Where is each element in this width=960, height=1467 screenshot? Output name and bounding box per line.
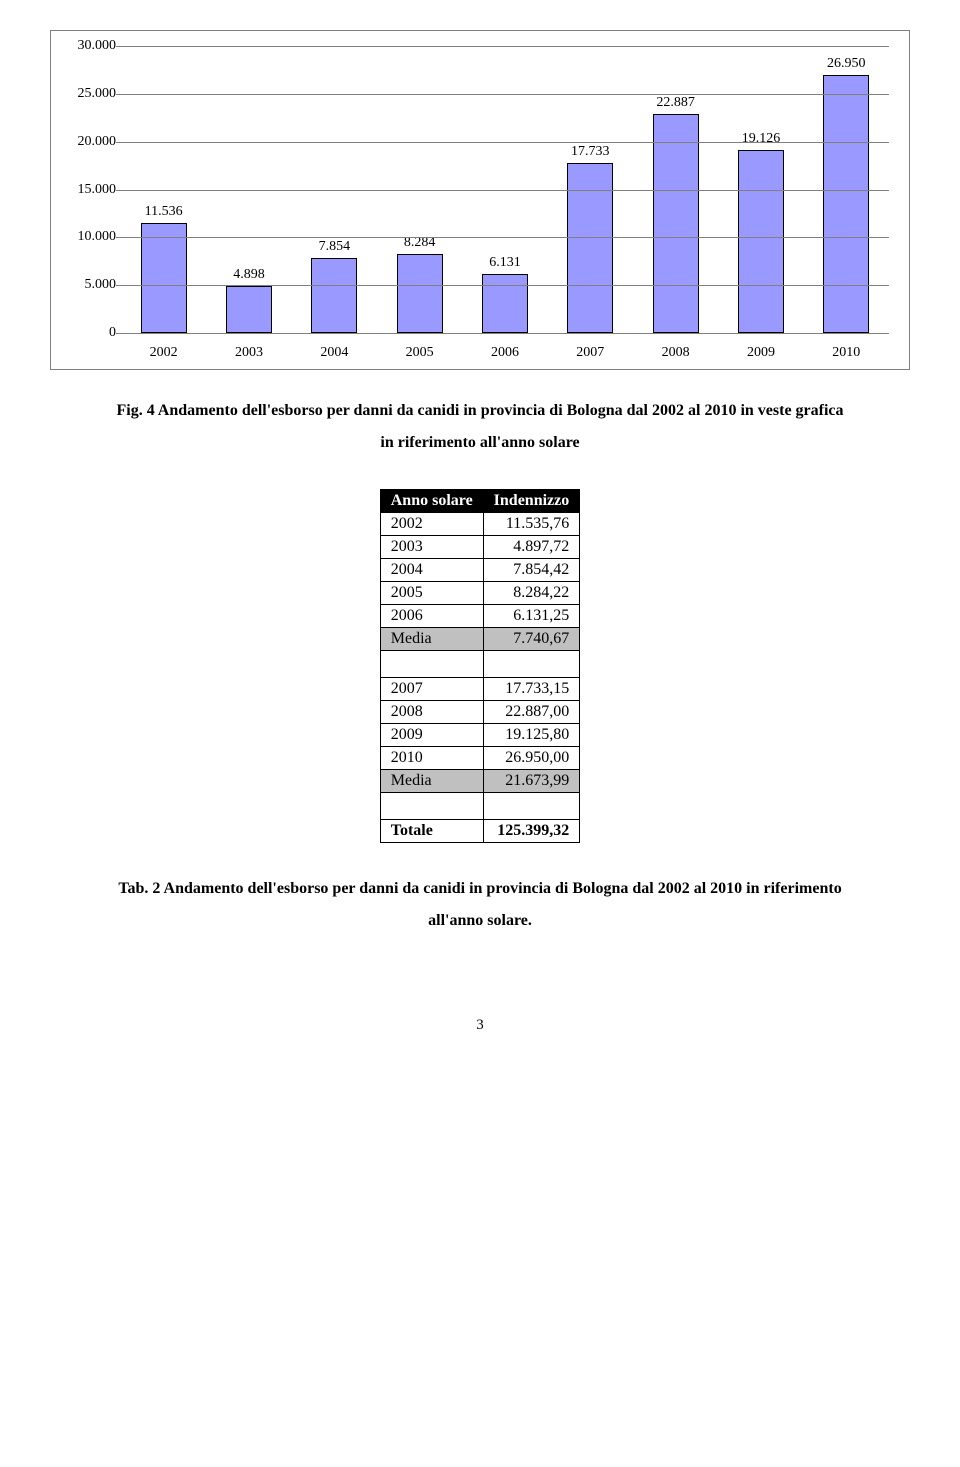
- cell-value: 17.733,15: [483, 678, 580, 701]
- cell-value: 6.131,25: [483, 605, 580, 628]
- table-row: 201026.950,00: [380, 747, 580, 770]
- table-row: 20047.854,42: [380, 559, 580, 582]
- cell-value: 4.897,72: [483, 536, 580, 559]
- table-row: Media7.740,67: [380, 628, 580, 651]
- table-header-indennizzo: Indennizzo: [483, 490, 580, 513]
- x-tick-label: 2005: [377, 345, 462, 361]
- cell-key: Media: [380, 628, 483, 651]
- cell-value: 21.673,99: [483, 770, 580, 793]
- bar-value-label: 17.733: [571, 144, 610, 160]
- table-body: 200211.535,7620034.897,7220047.854,42200…: [380, 513, 580, 843]
- cell-key: Media: [380, 770, 483, 793]
- table-header-anno: Anno solare: [380, 490, 483, 513]
- plot-area: 11.5364.8987.8548.2846.13117.73322.88719…: [121, 46, 889, 334]
- bar-value-label: 7.854: [319, 239, 351, 255]
- bar-value-label: 6.131: [489, 255, 521, 271]
- table-row: Media21.673,99: [380, 770, 580, 793]
- bar-value-label: 22.887: [656, 95, 695, 111]
- x-tick-label: 2008: [633, 345, 718, 361]
- y-tick-label: 10.000: [66, 229, 116, 245]
- page-number: 3: [50, 1017, 910, 1034]
- cell-key: 2004: [380, 559, 483, 582]
- table-row: Totale125.399,32: [380, 820, 580, 843]
- cell-key: 2008: [380, 701, 483, 724]
- figure-caption: Fig. 4 Andamento dell'esborso per danni …: [110, 395, 850, 459]
- bar-value-label: 26.950: [827, 56, 866, 72]
- bar-value-label: 19.126: [742, 131, 781, 147]
- table-row: 20058.284,22: [380, 582, 580, 605]
- cell-value: 7.740,67: [483, 628, 580, 651]
- table-row: 200211.535,76: [380, 513, 580, 536]
- bar-rect: [738, 150, 784, 333]
- bar-rect: [397, 254, 443, 333]
- y-tick-label: 25.000: [66, 86, 116, 102]
- cell-key: 2007: [380, 678, 483, 701]
- bar-value-label: 11.536: [145, 204, 183, 220]
- spacer-row: [380, 793, 580, 820]
- bar-rect: [141, 223, 187, 333]
- table-row: 20066.131,25: [380, 605, 580, 628]
- bar-rect: [823, 75, 869, 333]
- cell-key: 2002: [380, 513, 483, 536]
- x-tick-label: 2009: [718, 345, 803, 361]
- cell-value: 26.950,00: [483, 747, 580, 770]
- bar-rect: [311, 258, 357, 333]
- x-axis-labels: 200220032004200520062007200820092010: [121, 345, 889, 361]
- cell-key: 2003: [380, 536, 483, 559]
- spacer-row: [380, 651, 580, 678]
- y-tick-label: 30.000: [66, 38, 116, 54]
- bar-rect: [226, 286, 272, 333]
- y-tick-label: 5.000: [66, 277, 116, 293]
- x-tick-label: 2004: [292, 345, 377, 361]
- indennizzo-table: Anno solare Indennizzo 200211.535,762003…: [380, 489, 581, 843]
- table-caption: Tab. 2 Andamento dell'esborso per danni …: [110, 873, 850, 937]
- table-row: 200822.887,00: [380, 701, 580, 724]
- cell-value: 8.284,22: [483, 582, 580, 605]
- x-tick-label: 2007: [548, 345, 633, 361]
- bar-value-label: 4.898: [233, 267, 265, 283]
- table-row: 200717.733,15: [380, 678, 580, 701]
- y-tick-label: 20.000: [66, 134, 116, 150]
- bar-chart: 11.5364.8987.8548.2846.13117.73322.88719…: [50, 30, 910, 370]
- cell-key: Totale: [380, 820, 483, 843]
- y-tick-label: 0: [66, 325, 116, 341]
- table-row: 20034.897,72: [380, 536, 580, 559]
- bar-rect: [482, 274, 528, 333]
- x-tick-label: 2002: [121, 345, 206, 361]
- cell-key: 2006: [380, 605, 483, 628]
- table-row: 200919.125,80: [380, 724, 580, 747]
- cell-value: 7.854,42: [483, 559, 580, 582]
- cell-value: 125.399,32: [483, 820, 580, 843]
- x-tick-label: 2010: [804, 345, 889, 361]
- cell-value: 22.887,00: [483, 701, 580, 724]
- x-tick-label: 2006: [462, 345, 547, 361]
- cell-key: 2005: [380, 582, 483, 605]
- cell-key: 2009: [380, 724, 483, 747]
- cell-value: 19.125,80: [483, 724, 580, 747]
- bar-rect: [653, 114, 699, 333]
- cell-value: 11.535,76: [483, 513, 580, 536]
- x-tick-label: 2003: [206, 345, 291, 361]
- cell-key: 2010: [380, 747, 483, 770]
- y-tick-label: 15.000: [66, 182, 116, 198]
